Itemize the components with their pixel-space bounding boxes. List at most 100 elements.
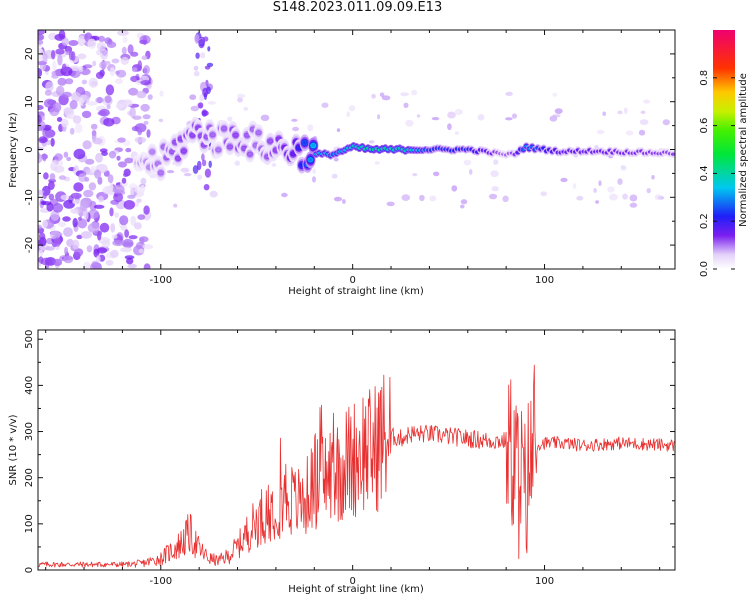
heatmap-noise-blob: [629, 202, 638, 208]
heatmap-noise-blob: [291, 118, 298, 122]
heatmap-noise-blob: [58, 30, 66, 40]
heatmap-noise-blob: [552, 114, 561, 118]
heatmap-noise-blob: [400, 92, 409, 97]
heatmap-noise-blob: [576, 195, 584, 201]
heatmap-ridge-cell: [296, 146, 302, 150]
heatmap-noise-blob: [40, 257, 53, 266]
heatmap-noise-blob: [87, 222, 100, 233]
heatmap-noise-blob: [451, 185, 458, 192]
heatmap-noise-blob: [598, 180, 602, 187]
heatmap-noise-blob: [207, 101, 216, 105]
heatmap-noise-blob: [54, 153, 63, 161]
heatmap-noise-blob: [203, 184, 210, 191]
heatmap-noise-blob: [429, 195, 437, 202]
heatmap-noise-blob: [121, 46, 127, 55]
heatmap-noise-blob: [431, 117, 440, 121]
heatmap-noise-blob: [593, 188, 597, 193]
heatmap-noise-blob: [38, 40, 44, 45]
heatmap-noise-blob: [112, 239, 125, 247]
heatmap-noise-blob: [136, 90, 147, 99]
heatmap-noise-blob: [374, 161, 380, 165]
heatmap-noise-blob: [201, 110, 209, 116]
heatmap-noise-blob: [120, 247, 132, 253]
heatmap-noise-blob: [505, 117, 513, 121]
heatmap-noise-blob: [116, 155, 121, 161]
heatmap-noise-blob: [602, 111, 607, 117]
top-y-tick-label: 0: [24, 146, 35, 152]
heatmap-noise-blob: [84, 177, 90, 182]
heatmap-noise-blob: [477, 114, 485, 121]
heatmap-noise-blob: [76, 234, 83, 240]
heatmap-noise-blob: [331, 173, 338, 179]
heatmap-noise-blob: [93, 204, 105, 209]
bottom-x-tick-label: 100: [535, 576, 554, 587]
heatmap-noise-blob: [56, 85, 65, 96]
heatmap-noise-blob: [654, 194, 662, 201]
heatmap-noise-blob: [572, 183, 577, 189]
heatmap-noise-blob: [38, 261, 42, 268]
heatmap-noise-blob: [124, 229, 129, 238]
heatmap-noise-blob: [96, 41, 106, 52]
heatmap-noise-blob: [189, 94, 197, 100]
heatmap-noise-blob: [620, 165, 627, 171]
heatmap-noise-blob: [69, 127, 75, 135]
heatmap-noise-blob: [61, 63, 67, 73]
colorbar-tick-label: 0.4: [699, 165, 710, 181]
heatmap-noise-blob: [447, 111, 456, 119]
heatmap-noise-blob: [38, 33, 45, 41]
heatmap-noise-blob: [63, 255, 74, 264]
heatmap-noise-blob: [194, 33, 200, 44]
heatmap-noise-blob: [106, 41, 117, 48]
heatmap-noise-blob: [111, 58, 120, 64]
heatmap-noise-blob: [643, 99, 650, 104]
heatmap-noise-blob: [72, 199, 83, 205]
heatmap-noise-blob: [143, 205, 150, 215]
heatmap-noise-blob: [460, 204, 465, 209]
bottom-xlabel: Height of straight line (km): [288, 584, 424, 595]
heatmap-noise-blob: [79, 200, 88, 212]
heatmap-noise-blob: [72, 239, 80, 250]
heatmap-noise-blob: [44, 246, 55, 251]
heatmap-noise-blob: [48, 181, 55, 190]
heatmap-ridge-cell: [233, 133, 239, 137]
heatmap-noise-blob: [379, 92, 385, 97]
heatmap-noise-blob: [512, 113, 517, 119]
heatmap-ridge-cell: [241, 146, 247, 151]
heatmap-noise-blob: [348, 105, 356, 112]
heatmap-noise-blob: [38, 224, 42, 230]
heatmap-noise-blob: [58, 175, 67, 180]
heatmap-noise-blob: [158, 118, 164, 123]
heatmap-noise-blob: [260, 114, 270, 122]
colorbar-tick-label: 0.6: [699, 118, 710, 134]
heatmap-noise-blob: [662, 119, 670, 126]
heatmap-noise-blob: [596, 129, 605, 135]
heatmap-noise-blob: [190, 105, 199, 112]
heatmap-ridge-cell: [216, 148, 221, 152]
heatmap-noise-blob: [69, 100, 78, 110]
heatmap-noise-blob: [72, 115, 82, 124]
heatmap-noise-blob: [106, 104, 111, 110]
heatmap-noise-blob: [51, 49, 56, 60]
heatmap-noise-blob: [38, 105, 44, 110]
heatmap-noise-blob: [73, 148, 86, 160]
heatmap-noise-blob: [490, 170, 499, 178]
heatmap-noise-blob: [99, 48, 109, 60]
heatmap-noise-blob: [90, 123, 98, 130]
heatmap-ridge-cell: [671, 153, 675, 155]
heatmap-noise-blob: [139, 237, 145, 245]
heatmap-noise-blob: [50, 210, 60, 221]
heatmap-noise-blob: [146, 129, 151, 138]
heatmap-noise-blob: [281, 192, 288, 198]
top-y-tick-label: 10: [24, 95, 35, 108]
heatmap-noise-blob: [92, 60, 97, 67]
bottom-y-tick-label: 200: [24, 468, 35, 487]
heatmap-noise-blob: [98, 195, 104, 203]
heatmap-noise-blob: [109, 181, 114, 193]
heatmap-noise-blob: [204, 168, 211, 178]
heatmap-noise-blob: [38, 115, 42, 125]
heatmap-noise-blob: [639, 119, 649, 125]
heatmap-noise-blob: [114, 212, 119, 219]
heatmap-noise-blob: [401, 194, 411, 202]
heatmap-noise-blob: [624, 107, 628, 115]
